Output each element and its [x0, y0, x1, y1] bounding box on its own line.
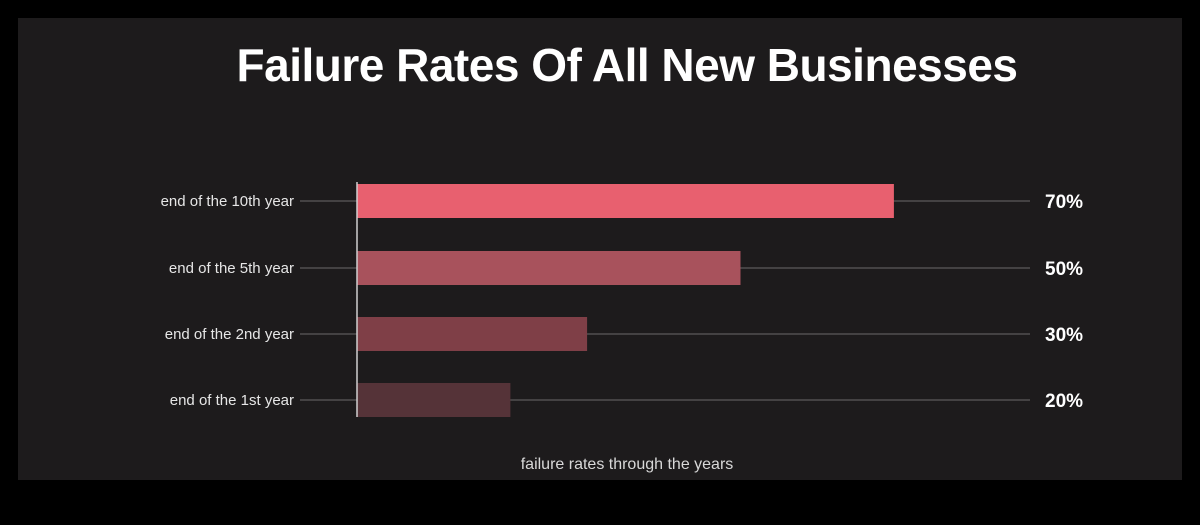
value-label: 70% [1045, 192, 1083, 213]
bar [357, 383, 511, 417]
chart-title: Failure Rates Of All New Businesses [236, 39, 1018, 91]
category-label: end of the 1st year [170, 392, 294, 409]
chart-panel [18, 18, 1182, 480]
value-label: 30% [1045, 325, 1083, 346]
category-label: end of the 5th year [169, 260, 294, 277]
category-label: end of the 10th year [161, 193, 294, 210]
x-axis-label: failure rates through the years [520, 456, 734, 473]
category-label: end of the 2nd year [165, 326, 294, 343]
bar [357, 251, 741, 285]
value-label: 50% [1045, 259, 1083, 280]
bar [357, 184, 894, 218]
value-label: 20% [1045, 391, 1083, 412]
bar [357, 317, 588, 351]
